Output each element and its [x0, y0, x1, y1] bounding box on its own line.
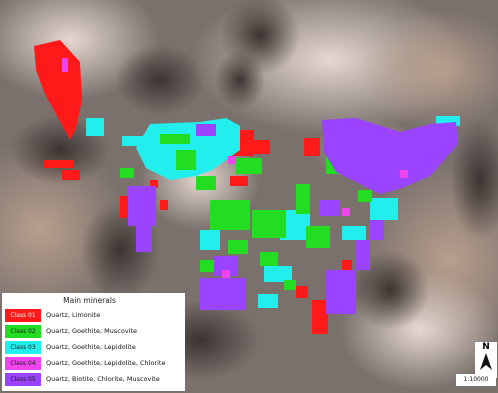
legend-label: Quartz, Biotite, Chlorite, Muscovite — [46, 375, 160, 383]
legend-label: Quartz, Goethite, Lepidolite — [46, 343, 136, 351]
class-01-zones — [34, 40, 352, 334]
legend-row: Class 04 Quartz, Goethite, Lepidolite, Ch… — [5, 355, 182, 371]
legend-swatch: Class 02 — [5, 324, 41, 338]
scale-label: 1:10000 — [456, 374, 496, 386]
map-legend: Main minerals Class 01 Quartz, Limonite Cl… — [2, 293, 185, 391]
legend-label: Quartz, Goethite, Lepidolite, Chlorite — [46, 359, 166, 367]
north-arrow-icon — [480, 353, 492, 370]
legend-title: Main minerals — [63, 296, 116, 305]
class-05-zones — [128, 118, 458, 314]
legend-swatch: Class 04 — [5, 356, 41, 370]
legend-row: Class 01 Quartz, Limonite — [5, 307, 182, 323]
legend-label: Quartz, Goethite, Muscovite — [46, 327, 138, 335]
legend-swatch: Class 01 — [5, 308, 41, 322]
legend-swatch: Class 05 — [5, 372, 41, 386]
legend-swatch: Class 03 — [5, 340, 41, 354]
legend-row: Class 05 Quartz, Biotite, Chlorite, Musco… — [5, 371, 182, 387]
class-04-zones — [62, 58, 408, 278]
class-02-zones — [120, 134, 372, 290]
legend-row: Class 03 Quartz, Goethite, Lepidolite — [5, 339, 182, 355]
legend-label: Quartz, Limonite — [46, 311, 101, 319]
legend-row: Class 02 Quartz, Goethite, Muscovite — [5, 323, 182, 339]
north-arrow: N — [475, 342, 497, 378]
north-label: N — [482, 342, 490, 352]
